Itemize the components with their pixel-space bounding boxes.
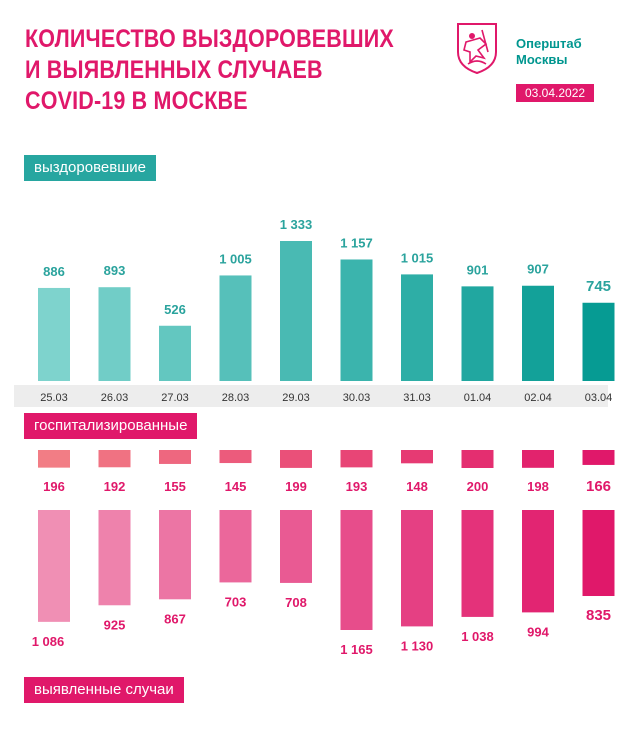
- moscow-coat-of-arms-icon: [457, 23, 497, 74]
- hospitalized-value-26.03: 192: [104, 479, 126, 494]
- recovered-value-03.04: 745: [586, 278, 611, 295]
- section-label-recovered: выздоровевшие: [24, 155, 156, 181]
- title-line-2: И ВЫЯВЛЕННЫХ СЛУЧАЕВ: [25, 56, 323, 84]
- hospitalized-value-30.03: 193: [346, 479, 368, 494]
- recovered-bar-31.03: [401, 274, 433, 381]
- hospitalized-value-29.03: 199: [285, 479, 307, 494]
- cases-bar-01.04: [461, 510, 494, 617]
- brand-name: Оперштаб Москвы: [516, 36, 582, 68]
- recovered-bar-29.03: [280, 241, 312, 381]
- cases-bar-28.03: [219, 510, 252, 583]
- cases-bar-26.03: [98, 510, 131, 606]
- hospitalized-value-01.04: 200: [467, 479, 489, 494]
- cases-bar-29.03: [280, 510, 312, 583]
- hospitalized-value-27.03: 155: [164, 479, 186, 494]
- cases-value-29.03: 708: [285, 595, 307, 610]
- cases-value-27.03: 867: [164, 611, 186, 626]
- recovered-value-29.03: 1 333: [280, 217, 313, 232]
- brand-name-line-2: Москвы: [516, 52, 568, 67]
- recovered-bar-02.04: [522, 285, 554, 381]
- cases-value-03.04: 835: [586, 607, 611, 624]
- recovered-value-30.03: 1 157: [340, 235, 373, 250]
- x-tick-label-31.03: 31.03: [403, 392, 431, 404]
- hospitalized-bar-02.04: [522, 450, 554, 468]
- section-label-hospitalized: госпитализированные: [24, 413, 198, 439]
- cases-bar-02.04: [522, 510, 554, 613]
- recovered-bar-25.03: [38, 287, 70, 381]
- recovered-bar-26.03: [98, 287, 131, 381]
- hospitalized-value-31.03: 148: [406, 479, 428, 494]
- x-tick-label-27.03: 27.03: [161, 392, 189, 404]
- hospitalized-value-02.04: 198: [527, 479, 549, 494]
- cases-value-30.03: 1 165: [340, 642, 373, 657]
- recovered-value-31.03: 1 015: [401, 250, 434, 265]
- recovered-value-01.04: 901: [467, 262, 489, 277]
- report-date: 03.04.2022: [516, 84, 595, 102]
- hospitalized-value-25.03: 196: [43, 479, 65, 494]
- hospitalized-value-28.03: 145: [225, 479, 247, 494]
- recovered-value-28.03: 1 005: [219, 251, 252, 266]
- cases-value-28.03: 703: [225, 594, 247, 609]
- title-line-1: КОЛИЧЕСТВО ВЫЗДОРОВЕВШИХ: [25, 25, 394, 53]
- recovered-bar-01.04: [461, 286, 494, 381]
- x-tick-label-30.03: 30.03: [343, 392, 371, 404]
- x-tick-label-26.03: 26.03: [101, 392, 129, 404]
- hospitalized-bar-03.04: [582, 450, 615, 465]
- x-tick-label-29.03: 29.03: [282, 392, 310, 404]
- hospitalized-bar-25.03: [38, 450, 70, 468]
- cases-bar-27.03: [159, 510, 191, 600]
- title-line-3: COVID-19 В МОСКВЕ: [25, 87, 248, 115]
- x-tick-label-03.04: 03.04: [585, 392, 613, 404]
- hospitalized-bar-01.04: [461, 450, 494, 468]
- x-tick-label-28.03: 28.03: [222, 392, 250, 404]
- hospitalized-value-03.04: 166: [586, 478, 611, 495]
- x-tick-label-01.04: 01.04: [464, 392, 492, 404]
- x-tick-label-25.03: 25.03: [40, 392, 68, 404]
- recovered-value-26.03: 893: [104, 263, 126, 278]
- x-axis-band: [14, 385, 608, 407]
- cases-bar-30.03: [340, 510, 373, 630]
- recovered-bar-30.03: [340, 259, 373, 381]
- hospitalized-bar-26.03: [98, 450, 131, 468]
- recovered-value-27.03: 526: [164, 302, 186, 317]
- recovered-bar-28.03: [219, 275, 252, 381]
- recovered-value-25.03: 886: [43, 264, 65, 279]
- cases-value-02.04: 994: [527, 624, 549, 639]
- hospitalized-bar-29.03: [280, 450, 312, 468]
- page-title: КОЛИЧЕСТВО ВЫЗДОРОВЕВШИХ И ВЫЯВЛЕННЫХ СЛ…: [25, 24, 394, 117]
- hospitalized-bar-28.03: [219, 450, 252, 464]
- recovered-bar-03.04: [582, 302, 615, 381]
- cases-bar-25.03: [38, 510, 70, 622]
- hospitalized-bar-31.03: [401, 450, 433, 464]
- cases-value-25.03: 1 086: [32, 634, 65, 649]
- hospitalized-bar-30.03: [340, 450, 373, 468]
- cases-value-31.03: 1 130: [401, 638, 434, 653]
- cases-value-01.04: 1 038: [461, 629, 494, 644]
- cases-bar-03.04: [582, 510, 615, 597]
- recovered-bar-27.03: [159, 325, 191, 381]
- x-tick-label-02.04: 02.04: [524, 392, 552, 404]
- hospitalized-bar-27.03: [159, 450, 191, 464]
- cases-value-26.03: 925: [104, 617, 126, 632]
- section-label-cases: выявленные случаи: [24, 677, 184, 703]
- cases-bar-31.03: [401, 510, 433, 627]
- brand-name-line-1: Оперштаб: [516, 36, 582, 51]
- recovered-value-02.04: 907: [527, 262, 549, 277]
- brand-block: Оперштаб Москвы 03.04.2022: [456, 22, 601, 102]
